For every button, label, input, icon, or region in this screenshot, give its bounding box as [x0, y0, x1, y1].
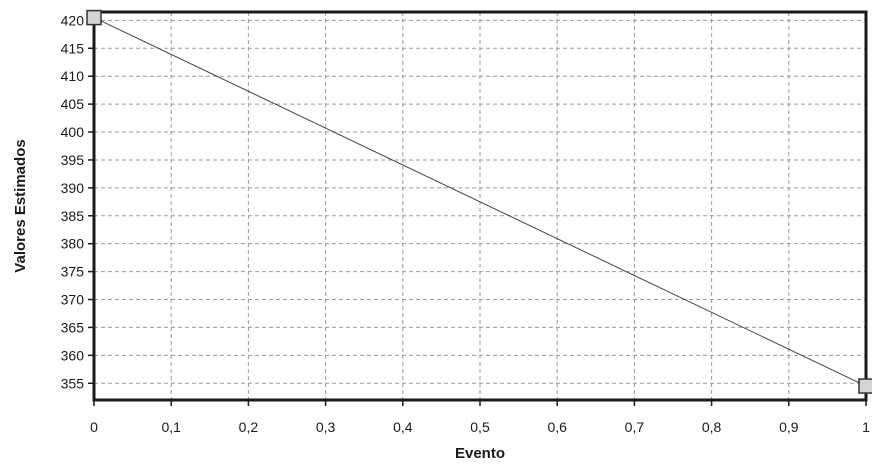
x-tick-label: 0,1 — [161, 419, 181, 435]
y-tick-label: 410 — [61, 68, 85, 84]
x-tick-label: 0,3 — [316, 419, 336, 435]
series-line — [93, 17, 867, 387]
y-tick-label: 370 — [61, 292, 85, 308]
grid — [94, 12, 866, 400]
y-axis-title: Valores Estimados — [12, 139, 29, 272]
axis-ticks: 0 0,1 0,2 0,3 0,4 0,5 0,6 0,7 0,8 0,9 1 355 360 365 37… — [61, 12, 870, 435]
x-tick-label: 0,4 — [393, 419, 413, 435]
x-axis-title: Evento — [455, 445, 505, 462]
y-tick-label: 405 — [61, 96, 85, 112]
series-layer — [93, 17, 867, 387]
y-tick-label: 420 — [61, 12, 85, 28]
marker-layer — [86, 9, 872, 394]
y-tick-label: 355 — [61, 375, 85, 391]
x-tick-label: 0 — [90, 419, 98, 435]
y-tick-label: 365 — [61, 319, 85, 335]
x-tick-label: 0,9 — [779, 419, 799, 435]
x-tick-label: 0,7 — [625, 419, 645, 435]
y-tick-label: 395 — [61, 152, 85, 168]
y-tick-label: 385 — [61, 208, 85, 224]
y-tick-label: 390 — [61, 180, 85, 196]
x-tick-label: 0,2 — [239, 419, 259, 435]
x-tick-label: 0,5 — [470, 419, 490, 435]
y-tick-label: 375 — [61, 264, 85, 280]
x-tick-label: 0,6 — [547, 419, 567, 435]
x-tick-label: 1 — [862, 419, 870, 435]
y-tick-label: 415 — [61, 40, 85, 56]
y-tick-label: 400 — [61, 124, 85, 140]
data-point-marker — [858, 378, 872, 394]
x-tick-label: 0,8 — [702, 419, 722, 435]
data-point-marker — [86, 9, 102, 26]
y-tick-label: 360 — [61, 347, 85, 363]
y-tick-label: 380 — [61, 236, 85, 252]
